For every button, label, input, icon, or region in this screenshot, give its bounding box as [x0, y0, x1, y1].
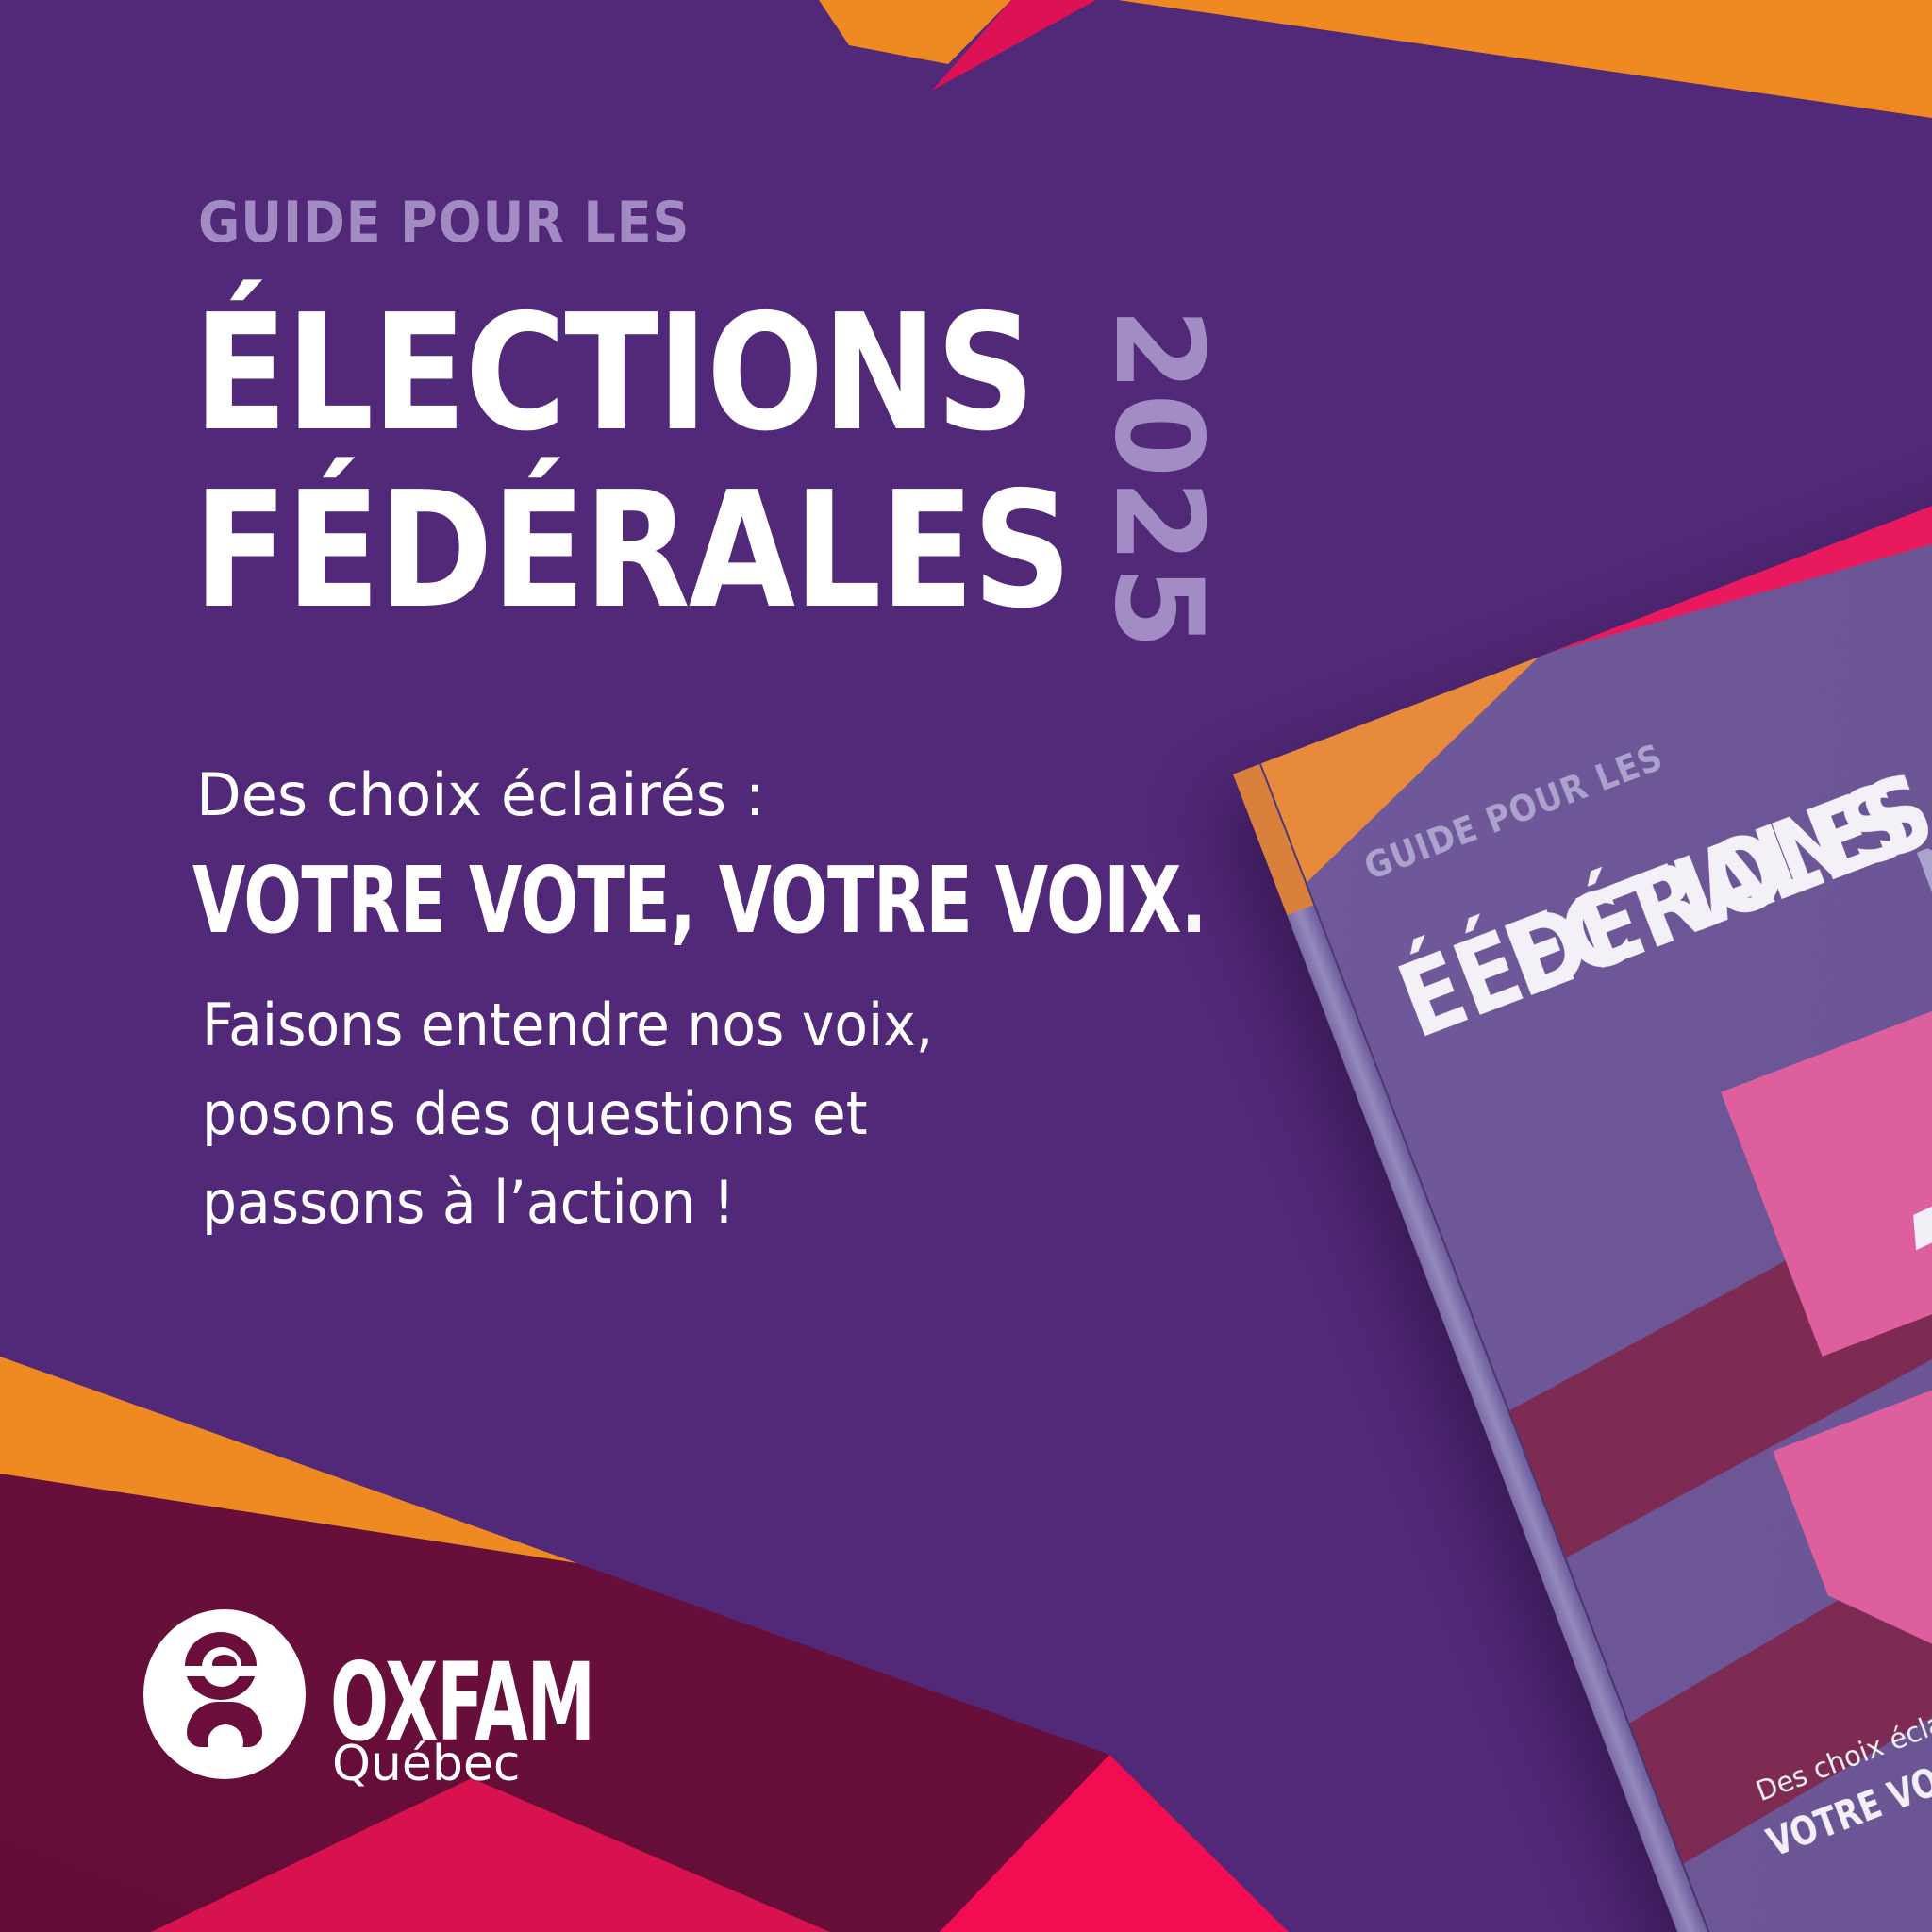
- headline-line-2: FÉDÉRALES: [193, 458, 1072, 644]
- subtitle-main: VOTRE VOTE, VOTRE VOIX.: [192, 847, 1207, 954]
- body-line-2: posons des questions et: [202, 1079, 868, 1148]
- brand-wordmark: OXFAM: [330, 1640, 595, 1765]
- body-line-3: passons à l’action !: [202, 1168, 736, 1237]
- subtitle-intro: Des choix éclairés :: [196, 760, 765, 829]
- year-label: 2025: [1088, 308, 1228, 652]
- booklet-mockup: GUIDE POUR LES ÉLECTIONS FÉDÉRALES 2025 …: [1232, 391, 1932, 1932]
- cover-headline-line-2: FÉDÉRALES: [1384, 751, 1932, 1062]
- brand-region-label: Québec: [332, 1736, 521, 1792]
- kicker-label: GUIDE POUR LES: [198, 190, 691, 256]
- cover-pink-band-shape: [1552, 391, 1932, 713]
- headline: ÉLECTIONS FÉDÉRALES: [193, 280, 1072, 644]
- body-paragraph: Faisons entendre nos voix, posons des qu…: [202, 981, 933, 1247]
- oxfam-logo: [143, 1609, 306, 1779]
- oxfam-pictogram-slit: [175, 1666, 274, 1676]
- body-line-1: Faisons entendre nos voix,: [202, 991, 934, 1059]
- headline-line-1: ÉLECTIONS: [193, 280, 1036, 467]
- oxfam-pictogram-legs: [208, 1724, 243, 1760]
